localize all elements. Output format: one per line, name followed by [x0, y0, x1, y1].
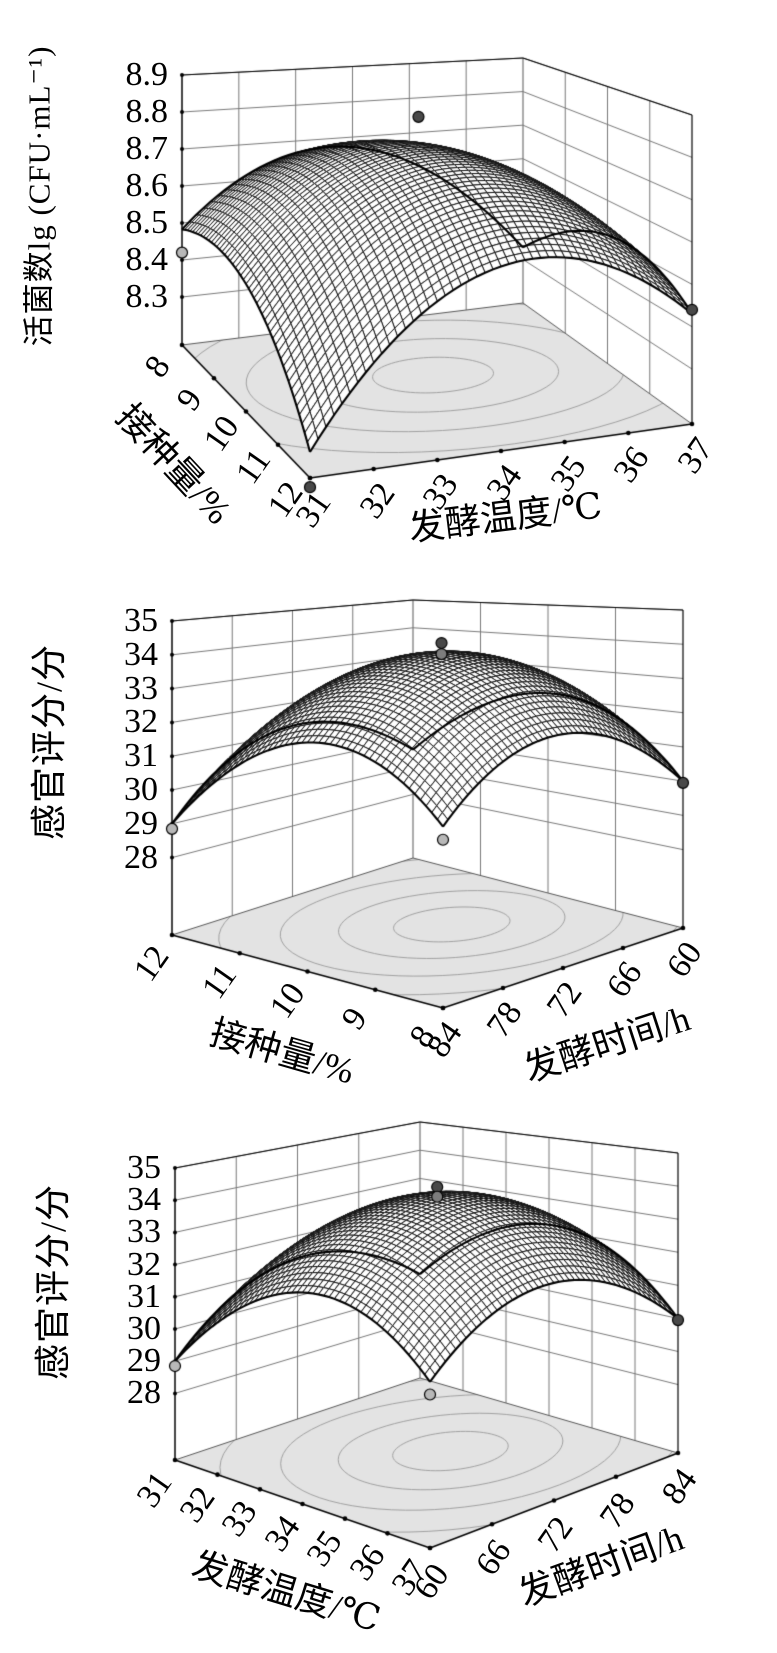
plot3-z-tick-label: 28 — [127, 1374, 161, 1412]
plot3-z-tick-label: 35 — [127, 1149, 161, 1186]
plot3-z-tick-label: 30 — [127, 1310, 161, 1347]
plot1-z-tick-label: 8.6 — [125, 167, 169, 204]
plot2-z-tick-label: 32 — [124, 703, 158, 741]
plot3-z-tick-label: 34 — [127, 1181, 161, 1219]
plot1-z-tick-label: 8.9 — [125, 56, 169, 93]
plot2-z-tick-label: 33 — [124, 669, 158, 707]
plot3-z-tick-label: 29 — [127, 1342, 161, 1380]
plot2-z-tick-label: 35 — [124, 602, 158, 639]
plot2-z-tick-label: 34 — [124, 635, 158, 673]
plot2-z-tick-label: 29 — [124, 804, 158, 842]
plot3-z-tick-label: 33 — [127, 1213, 161, 1251]
plot2-z-axis-title: 感官评分/分 — [29, 643, 69, 841]
plot1-z-tick-label: 8.4 — [125, 241, 169, 278]
plot1-z-tick-label: 8.8 — [125, 93, 169, 130]
plot3-z-tick-label: 32 — [127, 1245, 161, 1283]
plot1-z-tick-label: 8.5 — [125, 204, 169, 241]
plot2-z-tick-label: 31 — [124, 737, 158, 775]
plot1-z-axis-title: 活菌数lg (CFU·mL⁻¹) — [21, 45, 57, 347]
plot3-z-tick-label: 31 — [127, 1277, 161, 1315]
plot2-z-tick-label: 28 — [124, 838, 158, 876]
plot2-z-tick-label: 30 — [124, 771, 158, 808]
plot3-z-axis-title: 感官评分/分 — [33, 1183, 73, 1381]
plot1-z-tick-label: 8.3 — [125, 278, 169, 315]
plot1-z-tick-label: 8.7 — [125, 130, 169, 167]
